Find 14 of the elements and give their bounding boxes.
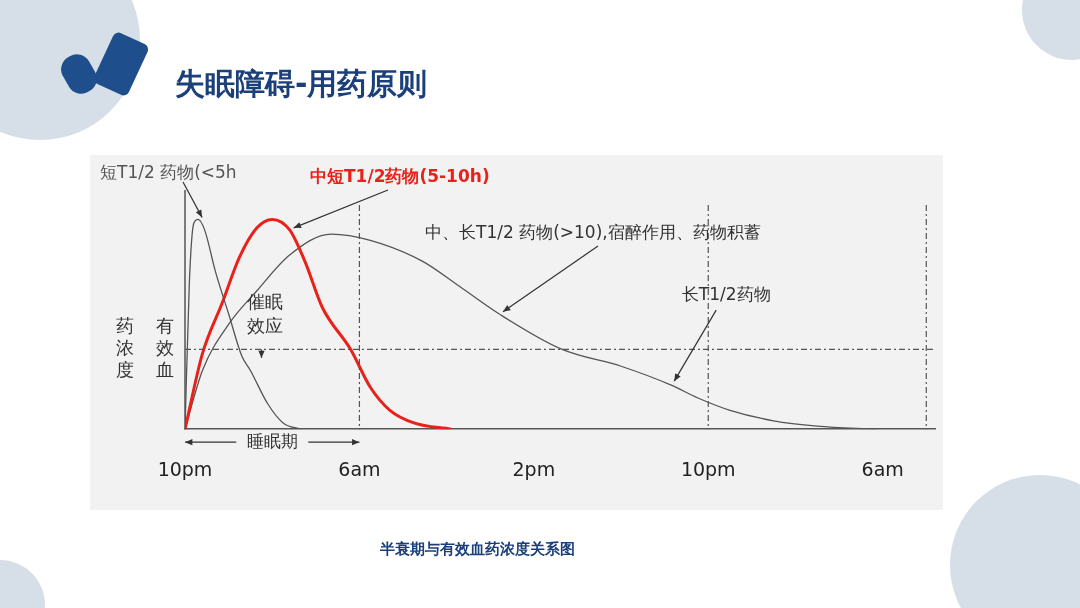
text: 睡眠期: [246, 430, 298, 451]
series-label: 中、长T1/2 药物(>10),宿醉作用、药物积蓄: [425, 222, 761, 242]
chart-title: 失眠障碍-用药原则: [175, 65, 428, 103]
text: 有效血药浓度: [116, 315, 174, 381]
text: 中短T1/2药物(5-10h): [310, 166, 490, 186]
annotation: 长T1/2药物: [681, 284, 771, 305]
x-tick-label: 2pm: [512, 457, 556, 480]
x-tick-label: 6am: [338, 457, 381, 480]
x-tick-label: 6am: [861, 457, 904, 480]
text: 短T1/2 药物(<5h: [100, 162, 237, 182]
annotation: 催眠效应: [247, 291, 284, 336]
text: 半衰期与有效血药浓度关系图: [380, 540, 575, 559]
x-tick-label: 10pm: [680, 457, 736, 480]
x-tick-label: 10pm: [157, 457, 213, 480]
